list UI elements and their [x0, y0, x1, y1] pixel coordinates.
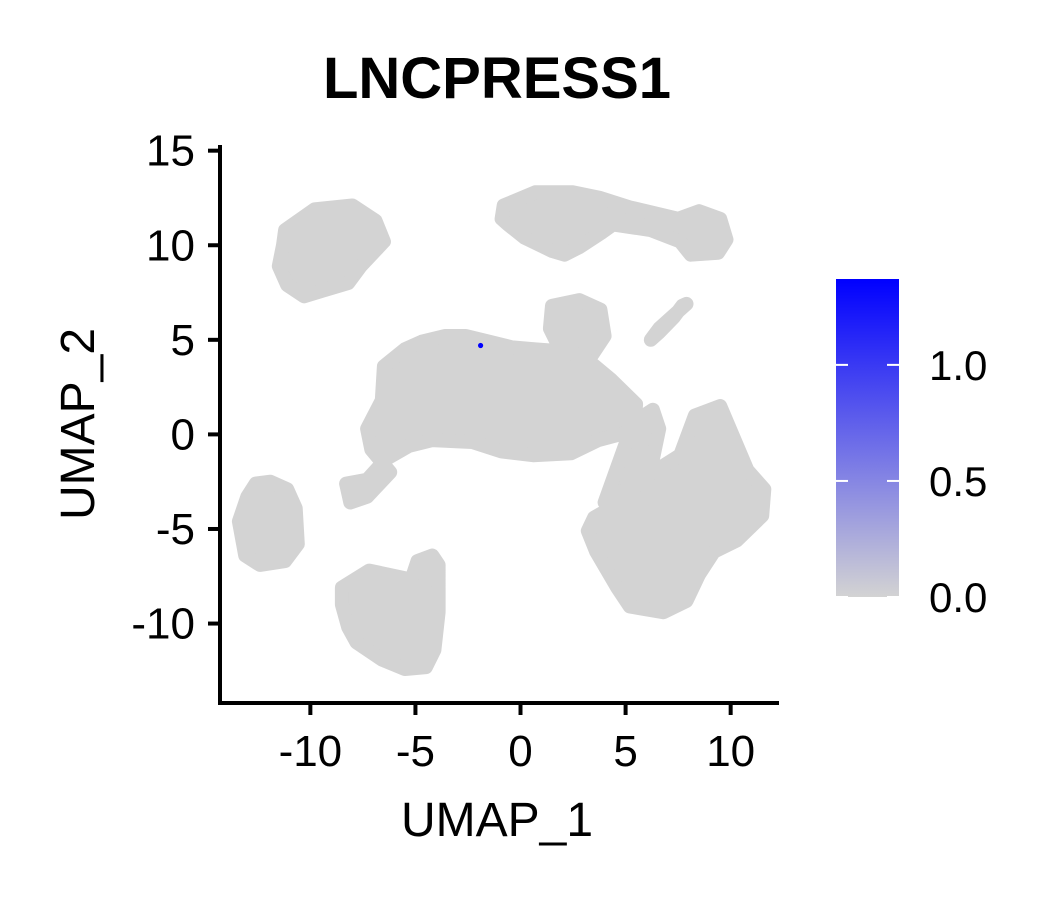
cluster-central	[339, 329, 644, 510]
colorbar-tick-label: 0.5	[929, 458, 987, 505]
x-axis-ticks: -10 -5 0 5 10	[279, 703, 755, 776]
x-tick-label: 5	[613, 727, 637, 776]
x-tick-label: 0	[508, 727, 532, 776]
y-tick-label: 5	[171, 316, 195, 365]
colorbar: 0.0 0.5 1.0	[836, 279, 987, 621]
scatter-points	[231, 185, 772, 676]
y-tick-label: 15	[146, 127, 195, 176]
colorbar-tick-label: 0.0	[929, 574, 987, 621]
expressing-cells	[477, 342, 484, 349]
x-tick-label: 10	[706, 727, 755, 776]
y-axis-label: UMAP_2	[52, 328, 105, 520]
cluster-diagonal-bar	[643, 296, 694, 347]
cluster-left	[231, 474, 305, 572]
x-tick-label: -5	[396, 727, 435, 776]
cluster-upper-right	[494, 185, 734, 262]
colorbar-tick-label: 1.0	[929, 342, 987, 389]
cluster-right-large	[580, 399, 772, 620]
cluster-upper-left	[271, 198, 391, 304]
y-axis-ticks: -10 -5 0 5 10 15	[131, 127, 220, 649]
colorbar-ticks: 0.0 0.5 1.0	[836, 342, 987, 621]
x-tick-label: -10	[279, 727, 343, 776]
x-axis-label: UMAP_1	[401, 794, 593, 847]
colorbar-gradient	[836, 279, 899, 597]
y-tick-label: 10	[146, 221, 195, 270]
y-tick-label: -10	[131, 600, 195, 649]
expressing-cell-point	[477, 342, 484, 349]
y-tick-label: 0	[171, 410, 195, 459]
chart-title: LNCPRESS1	[323, 46, 671, 111]
y-tick-label: -5	[156, 505, 195, 554]
cluster-bottom	[334, 548, 446, 676]
